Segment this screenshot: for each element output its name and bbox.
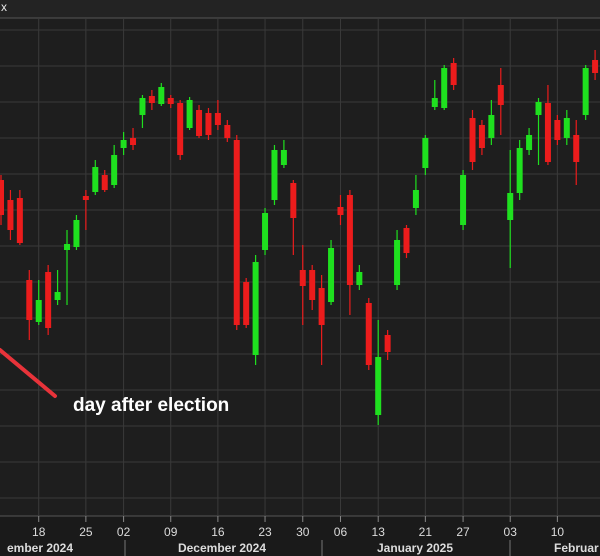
candle-body bbox=[0, 180, 4, 215]
candle-body bbox=[299, 270, 306, 286]
candle-body bbox=[120, 140, 127, 148]
candle-body bbox=[431, 98, 438, 107]
candle-body bbox=[243, 282, 250, 325]
x-tick-label: 25 bbox=[79, 525, 93, 539]
x-tick-label: 13 bbox=[372, 525, 386, 539]
candle-body bbox=[205, 113, 212, 135]
candle-body bbox=[309, 270, 316, 300]
candle-body bbox=[82, 196, 89, 200]
candle-body bbox=[422, 138, 429, 168]
candle-body bbox=[516, 148, 523, 193]
candle-body bbox=[186, 100, 193, 128]
candle-body bbox=[224, 125, 231, 138]
candle-body bbox=[101, 175, 108, 190]
candle-body bbox=[441, 68, 448, 108]
candle-body bbox=[271, 150, 278, 200]
candle-body bbox=[573, 135, 580, 162]
candle-body bbox=[16, 198, 23, 243]
candle-body bbox=[488, 115, 495, 138]
annotation-arrow bbox=[0, 348, 57, 398]
candle-body bbox=[497, 85, 504, 105]
x-tick-label: 21 bbox=[419, 525, 433, 539]
candle-body bbox=[507, 193, 514, 220]
candle-body bbox=[214, 113, 221, 125]
x-tick-label: 09 bbox=[164, 525, 178, 539]
candle-body bbox=[130, 138, 137, 145]
candle-body bbox=[412, 190, 419, 208]
month-label: December 2024 bbox=[178, 541, 266, 555]
candle-body bbox=[177, 103, 184, 155]
candle-body bbox=[403, 228, 410, 253]
candle-body bbox=[582, 68, 589, 115]
x-tick-label: 02 bbox=[117, 525, 131, 539]
month-label: January 2025 bbox=[377, 541, 453, 555]
header-bar bbox=[0, 0, 600, 18]
candle-body bbox=[233, 140, 240, 325]
candle-body bbox=[554, 120, 561, 140]
candle-body bbox=[111, 155, 118, 185]
candle-body bbox=[7, 200, 14, 230]
x-tick-label: 06 bbox=[334, 525, 348, 539]
candle-body bbox=[394, 240, 401, 285]
plot-area bbox=[0, 19, 600, 516]
x-tick-label: 30 bbox=[296, 525, 310, 539]
chart-title: x bbox=[1, 0, 7, 14]
candle-body bbox=[26, 280, 33, 320]
candle-body bbox=[469, 118, 476, 162]
candle-body bbox=[73, 220, 80, 247]
candle-body bbox=[460, 175, 467, 225]
candle-body bbox=[526, 135, 533, 150]
candle-body bbox=[196, 110, 203, 136]
candle-body bbox=[167, 98, 174, 104]
month-label: Februar bbox=[554, 541, 599, 555]
candle-body bbox=[64, 244, 71, 250]
candle-body bbox=[337, 207, 344, 215]
candle-body bbox=[139, 98, 146, 115]
candle-body bbox=[535, 102, 542, 115]
candle-body bbox=[54, 292, 61, 300]
annotation: day after election bbox=[73, 395, 229, 416]
x-axis-strip bbox=[0, 516, 600, 556]
candle-body bbox=[544, 103, 551, 162]
candle-body bbox=[384, 335, 391, 352]
x-tick-label: 03 bbox=[504, 525, 518, 539]
x-tick-label: 18 bbox=[32, 525, 46, 539]
candle-body bbox=[280, 150, 287, 165]
candle-body bbox=[365, 303, 372, 365]
candle-body bbox=[262, 213, 269, 250]
x-tick-label: 23 bbox=[258, 525, 272, 539]
candle-body bbox=[375, 357, 382, 415]
candle-body bbox=[563, 118, 570, 138]
candle-body bbox=[592, 60, 599, 73]
x-tick-label: 10 bbox=[551, 525, 565, 539]
candle-body bbox=[328, 248, 335, 302]
candle-body bbox=[318, 288, 325, 325]
candle-body bbox=[290, 183, 297, 218]
month-label: ember 2024 bbox=[7, 541, 73, 555]
candle-body bbox=[148, 96, 155, 103]
candle-body bbox=[158, 87, 165, 104]
candle-body bbox=[92, 167, 99, 192]
x-tick-label: 16 bbox=[211, 525, 225, 539]
candle-body bbox=[356, 272, 363, 285]
candle-body bbox=[478, 125, 485, 148]
candle-body bbox=[252, 262, 259, 355]
candle-body bbox=[346, 195, 353, 285]
candle-body bbox=[35, 300, 42, 322]
candle-body bbox=[450, 63, 457, 85]
candle-body bbox=[45, 272, 52, 328]
x-tick-label: 27 bbox=[456, 525, 470, 539]
